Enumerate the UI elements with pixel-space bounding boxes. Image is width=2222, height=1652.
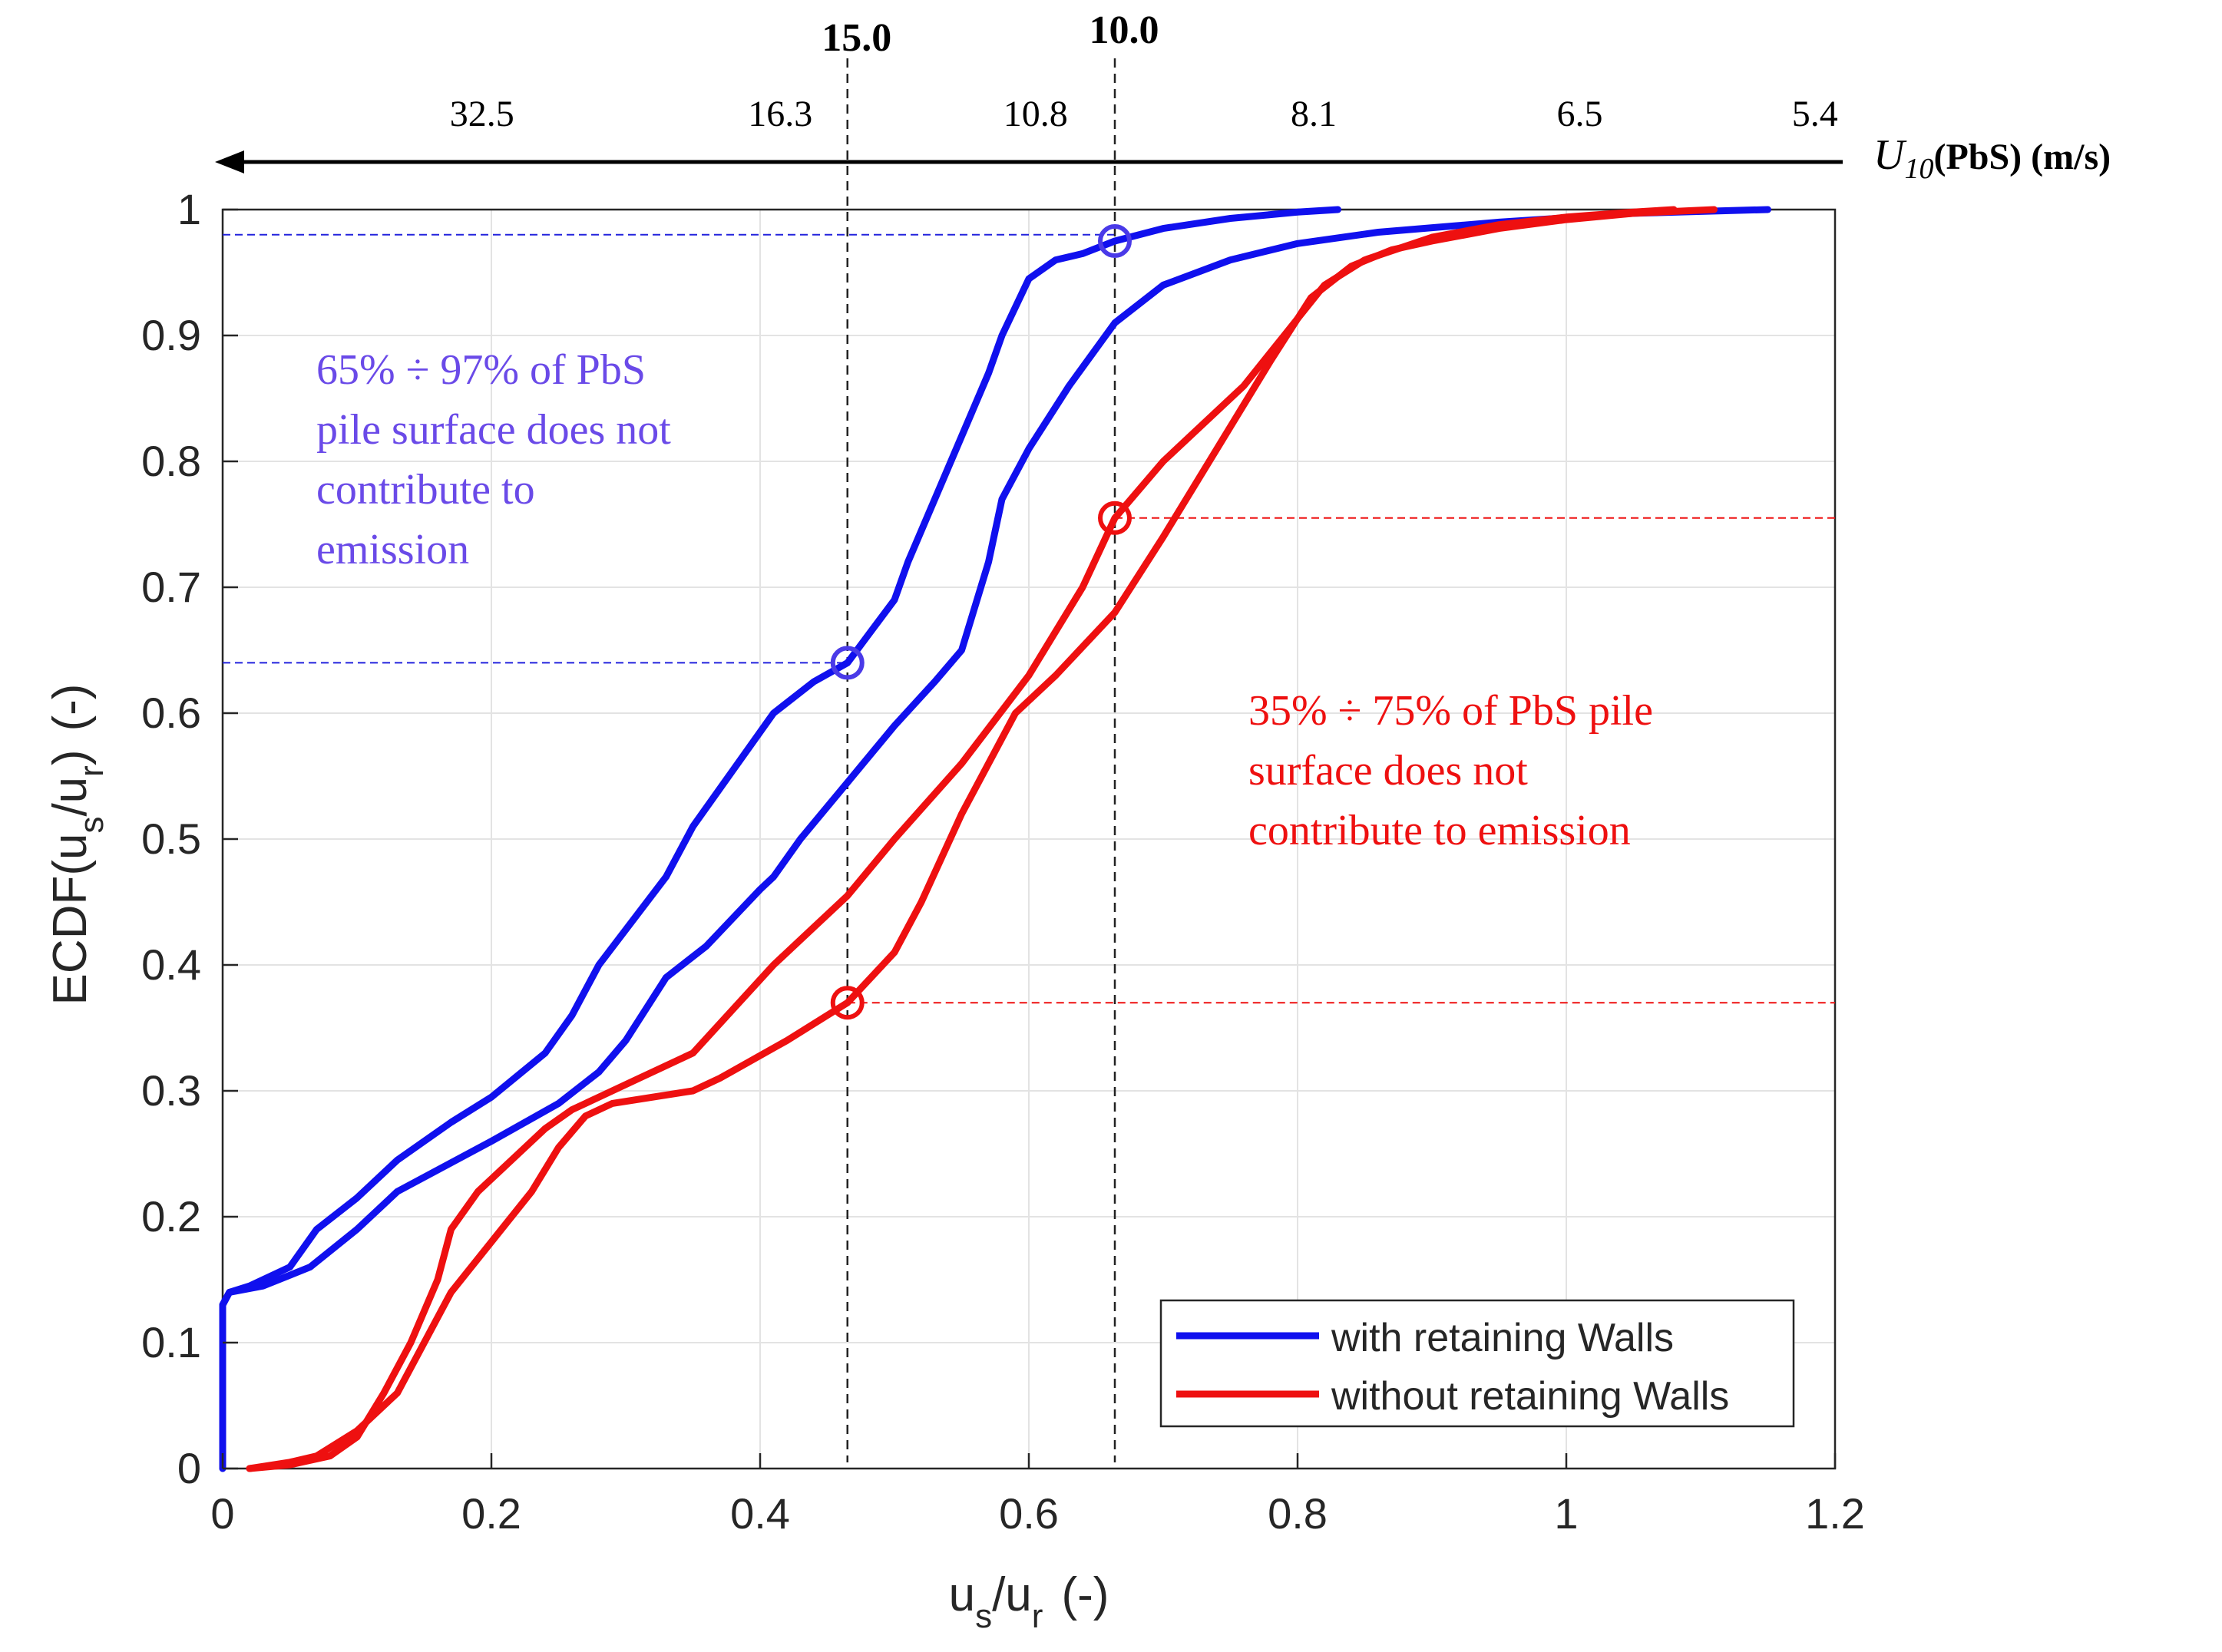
marker-layer (830, 224, 1132, 1020)
y-axis-label: ECDF(us/ur) (-) (44, 684, 111, 1006)
x-axis-label-sub1: s (975, 1597, 992, 1635)
y-axis-label-main: ECDF(u (44, 834, 97, 1006)
x-axis-label-sub2: r (1032, 1597, 1043, 1635)
top-axis-arrowhead (215, 150, 244, 173)
annot-blue-line-3: emission (316, 526, 469, 573)
annotation-red: 35% ÷ 75% of PbS pile surface does not con… (1248, 687, 1653, 854)
y-tick-label-8: 0.8 (141, 437, 201, 485)
marker-circle-2 (830, 986, 865, 1020)
y-axis-label-sub1: s (73, 817, 111, 834)
y-tick-label-0: 0 (177, 1444, 201, 1492)
x-tick-label-4: 0.8 (1268, 1489, 1328, 1538)
top-tick-label-3: 8.1 (1291, 94, 1337, 134)
x-axis-label-main: u (949, 1568, 975, 1621)
y-tick-label-3: 0.3 (141, 1066, 201, 1115)
series-line-3 (246, 206, 1718, 1472)
top-axis-ticks: 32.5 16.3 10.8 8.1 6.5 5.4 15.0 10.0 (450, 8, 1838, 134)
top-tick-label-4: 6.5 (1557, 94, 1603, 134)
y-tick-label-2: 0.2 (141, 1192, 201, 1241)
y-tick-label-1: 0.1 (141, 1318, 201, 1366)
top-tick-label-2: 10.8 (1004, 94, 1068, 134)
y-tick-label-7: 0.7 (141, 563, 201, 611)
annot-red-line-0: 35% ÷ 75% of PbS pile (1248, 687, 1653, 735)
annot-blue-line-0: 65% ÷ 97% of PbS (316, 346, 646, 394)
y-tick-label-4: 0.4 (141, 940, 201, 989)
x-axis-label-unit: (-) (1061, 1568, 1109, 1621)
x-axis-label-mid: /u (992, 1568, 1032, 1621)
x-tick-label-2: 0.4 (730, 1489, 790, 1538)
top-tick-label-0: 32.5 (450, 94, 514, 134)
annot-blue-line-2: contribute to (316, 466, 535, 514)
marker-circle-0 (830, 646, 865, 680)
y-axis-label-sub2: r (73, 765, 111, 777)
x-tick-label-1: 0.2 (461, 1489, 521, 1538)
y-axis-label-end: ) (44, 750, 97, 766)
y-tick-label-6: 0.6 (141, 689, 201, 737)
annotation-blue: 65% ÷ 97% of PbS pile surface does not con… (316, 346, 671, 573)
vertical-dashed-lines (846, 58, 1116, 1462)
top-axis-label-main: U (1873, 131, 1907, 179)
top-axis-label: U10(PbS) (m/s) (1873, 131, 2111, 185)
annot-blue-line-1: pile surface does not (316, 406, 671, 454)
y-axis-label-mid: /u (44, 777, 97, 817)
legend-label-with-walls: with retaining Walls (1331, 1316, 1674, 1360)
top-tick-label-5: 5.4 (1792, 94, 1838, 134)
y-tick-label-5: 0.5 (141, 814, 201, 863)
annot-red-line-1: surface does not (1248, 747, 1528, 795)
legend-label-without-walls: without retaining Walls (1331, 1374, 1729, 1419)
legend-box (1159, 1299, 1795, 1428)
y-tick-label-10: 1 (177, 185, 201, 233)
series-line-0 (219, 206, 1341, 1472)
top-highlight-tick-0: 15.0 (822, 16, 891, 60)
x-axis-ticks: 0 0.2 0.4 0.6 0.8 1 1.2 (210, 1453, 1865, 1538)
x-tick-label-5: 1 (1554, 1489, 1578, 1538)
annot-red-line-2: contribute to emission (1248, 807, 1631, 854)
top-tick-label-1: 16.3 (748, 94, 812, 134)
x-tick-label-3: 0.6 (999, 1489, 1059, 1538)
marker-circle-1 (1098, 224, 1132, 258)
top-highlight-tick-1: 10.0 (1090, 8, 1159, 52)
y-tick-label-9: 0.9 (141, 311, 201, 359)
y-axis-label-unit: (-) (44, 684, 97, 732)
x-axis-label: us/ur (-) (949, 1568, 1109, 1635)
top-axis-label-rest: (PbS) (m/s) (1933, 137, 2111, 177)
marker-circle-3 (1098, 501, 1132, 535)
x-tick-label-6: 1.2 (1805, 1489, 1865, 1538)
y-axis-ticks: 0 0.1 0.2 0.3 0.4 0.5 0.6 0.7 0.8 0.9 1 (141, 185, 238, 1492)
x-tick-label-0: 0 (210, 1489, 234, 1538)
series-line-1 (219, 206, 1771, 1472)
legend: with retaining Walls without retaining W… (1159, 1299, 1795, 1428)
reference-lines (223, 233, 1835, 1004)
series-layer (219, 206, 1771, 1472)
top-axis-label-sub: 10 (1904, 153, 1933, 185)
